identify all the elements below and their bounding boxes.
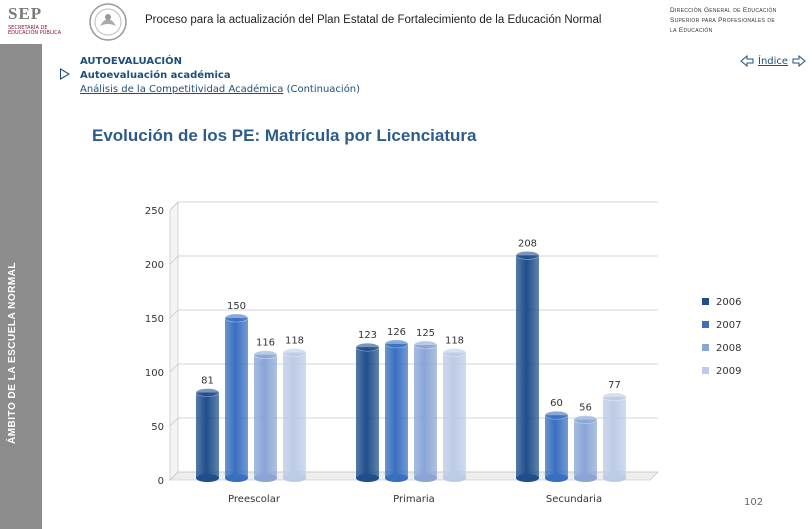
data-label: 150 [227,301,246,312]
y-tick-label: 100 [145,368,164,379]
bar-2007-secundaria [545,415,568,478]
gridline [169,255,658,265]
department-line-3: la Educación [670,27,713,34]
slide-title: Evolución de los PE: Matrícula por Licen… [92,126,477,145]
slide-nav: Índice [740,54,806,68]
legend-swatch-2006 [702,298,709,305]
bar-top [544,410,569,420]
bar-top [253,350,278,360]
enrollment-bar-chart: 0 50 100 150 200 250 81 150 116 118 Preescolar 123 1… [145,201,741,505]
department-line-2: Superior para Profesionales de [670,17,775,24]
department-line-1: Dirección General de Educación [670,7,777,14]
data-label: 81 [201,376,214,387]
sep-logo: SEP SECRETARÍA DE EDUCACIÓN PÚBLICA [0,0,138,44]
previous-arrow-icon[interactable] [740,55,754,67]
legend-label-2009: 2009 [716,366,741,377]
bar-base [443,474,466,482]
bar-top [224,313,249,323]
bar-2006-primaria [356,347,379,478]
data-label: 118 [445,336,464,347]
y-tick-label: 150 [145,314,164,325]
gridline [169,201,658,211]
legend-label-2008: 2008 [716,343,741,354]
bar-base [225,474,248,482]
bar-top [355,342,380,352]
bar-base [603,474,626,482]
data-label: 77 [608,380,621,391]
legend-label-2006: 2006 [716,297,741,308]
sep-logo-text: SEP [8,4,43,23]
breadcrumb-level-1: AUTOEVALUACIÓN [80,56,183,67]
data-label: 60 [550,398,563,409]
gridline [169,471,658,481]
gridline [169,417,658,427]
data-label: 126 [387,327,406,338]
y-tick-label: 50 [151,422,164,433]
bar-top [413,340,438,350]
gridline [169,363,658,373]
bar-base [516,474,539,482]
bar-top [442,348,467,357]
header: SEP SECRETARÍA DE EDUCACIÓN PÚBLICA Proc… [0,0,812,44]
y-tick-label: 250 [145,206,164,217]
bar-base [574,474,597,482]
bar-top [195,388,220,397]
gridline [169,309,658,319]
bar-2007-primaria [385,343,408,478]
data-label: 116 [256,338,275,349]
bar-top [573,415,598,424]
bar-base [356,474,379,482]
header-title: Proceso para la actualización del Plan E… [145,14,602,26]
breadcrumb-level-3: Análisis de la Competitividad Académica … [80,83,360,97]
bar-base [254,474,277,482]
national-emblem-icon [89,3,127,41]
chart-side-wall [169,201,179,481]
bar-base [385,474,408,482]
x-category-label: Secundaria [546,494,602,505]
breadcrumb: AUTOEVALUACIÓN Autoevaluación académica … [80,55,360,97]
sidebar: ÁMBITO DE LA ESCUELA NORMAL [0,44,42,529]
bar-top [282,348,307,357]
y-tick-label: 200 [145,260,164,271]
data-label: 56 [579,403,592,414]
bar-2008-secundaria [574,419,597,478]
index-link[interactable]: Índice [758,55,789,67]
page-number: 102 [744,497,764,508]
legend-label-2007: 2007 [716,320,741,331]
bar-2009-preescolar [283,352,306,478]
bar-2009-secundaria [603,396,626,478]
legend-swatch-2009 [702,367,709,374]
data-label: 208 [518,238,537,249]
bar-2006-secundaria [516,255,539,478]
bar-base [283,474,306,482]
breadcrumb-level-2: Autoevaluación académica [80,70,231,81]
bar-base [196,474,219,482]
bar-2007-preescolar [225,318,248,478]
legend-swatch-2007 [702,321,709,328]
bar-base [545,474,568,482]
bar-top [602,392,627,402]
bar-top [384,339,409,349]
x-category-label: Preescolar [228,494,281,505]
bar-2009-primaria [443,352,466,478]
sidebar-label: ÁMBITO DE LA ESCUELA NORMAL [7,261,18,444]
competitividad-link[interactable]: Análisis de la Competitividad Académica [80,84,284,95]
bar-base [414,474,437,482]
data-label: 118 [285,336,304,347]
legend-swatch-2008 [702,344,709,351]
bar-2008-primaria [414,345,437,478]
sep-logo-subtitle: SECRETARÍA DE EDUCACIÓN PÚBLICA [8,25,62,36]
bar-2006-preescolar [196,392,219,478]
data-label: 123 [358,330,377,341]
header-department: Dirección General de Educación Superior … [670,6,805,36]
section-marker-icon [60,68,70,80]
breadcrumb-suffix: (Continuación) [283,84,361,95]
bar-top [515,251,540,260]
data-label: 125 [416,328,435,339]
x-category-label: Primaria [393,494,435,505]
bar-2008-preescolar [254,354,277,478]
next-arrow-icon[interactable] [792,55,806,67]
y-tick-label: 0 [158,476,164,487]
